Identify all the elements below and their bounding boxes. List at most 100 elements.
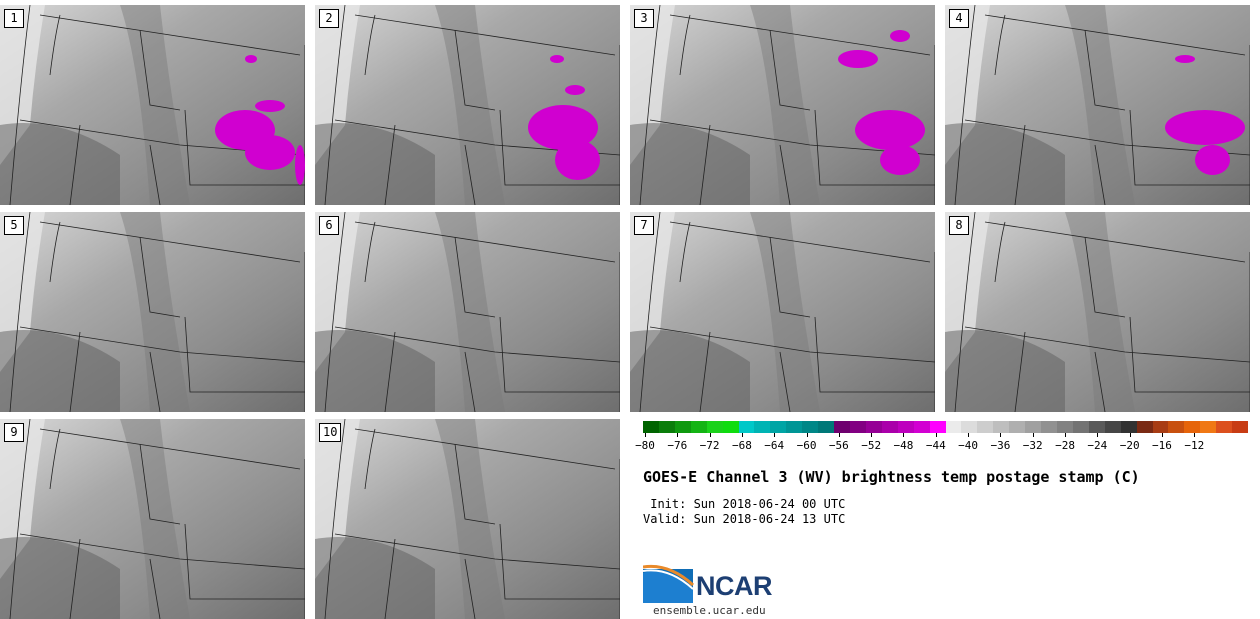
map-panel-9: 9: [0, 419, 305, 619]
colorbar-tick-label: −60: [796, 439, 817, 452]
panel-number-label: 5: [4, 216, 24, 235]
colorbar-tick-label: −56: [828, 439, 849, 452]
colorbar-tick-mark: [1194, 433, 1196, 437]
colorbar-swatch: [754, 421, 771, 433]
figure-title: GOES-E Channel 3 (WV) brightness temp po…: [643, 468, 1140, 486]
colorbar-tick-label: −44: [925, 439, 946, 452]
colorbar-swatch: [1104, 421, 1121, 433]
colorbar-tick-mark: [1161, 433, 1163, 437]
colorbar-tick-label: −28: [1055, 439, 1075, 452]
init-valid-info: Init: Sun 2018-06-24 00 UTC Valid: Sun 2…: [643, 497, 845, 527]
colorbar-tick-mark: [871, 433, 873, 437]
init-time: Init: Sun 2018-06-24 00 UTC: [643, 497, 846, 511]
colorbar-swatch: [690, 421, 707, 433]
ncar-logo-text: NCAR: [696, 571, 773, 601]
map-panel-1: 1: [0, 5, 305, 205]
colorbar-tick-label: −36: [990, 439, 1011, 452]
colorbar-tick-mark: [1129, 433, 1131, 437]
map-panel-7: 7: [630, 212, 935, 412]
colorbar-swatch: [1041, 421, 1057, 433]
water-vapor-map: [630, 5, 935, 205]
colorbar-tick-labels: −80 −76 −72 −68 −64 −60 −56 −52 −48 −44 −40 −36 −32−…: [635, 433, 1248, 454]
water-vapor-map: [315, 419, 620, 619]
colorbar-tick-label: −52: [861, 439, 882, 452]
colorbar-swatch: [977, 421, 994, 433]
colorbar-tick-mark: [1097, 433, 1099, 437]
colorbar-tick-label: −76: [667, 439, 688, 452]
colorbar-tick-mark: [774, 433, 776, 437]
colorbar-swatch: [929, 421, 946, 433]
colorbar-swatch: [913, 421, 930, 433]
valid-time: Valid: Sun 2018-06-24 13 UTC: [643, 512, 846, 526]
colorbar-tick-mark: [1000, 433, 1002, 437]
colorbar-swatch: [849, 421, 866, 433]
colorbar-tick-mark: [968, 433, 970, 437]
water-vapor-map: [315, 212, 620, 412]
panel-number-label: 2: [319, 9, 339, 28]
colorbar: [643, 421, 1249, 433]
colorbar-swatch: [1088, 421, 1105, 433]
panel-number-label: 7: [634, 216, 654, 235]
colorbar-swatch: [1025, 421, 1042, 433]
colorbar-swatch: [881, 421, 898, 433]
colorbar-tick-mark: [935, 433, 937, 437]
colorbar-swatch: [865, 421, 882, 433]
colorbar-tick-label: −12: [1184, 439, 1205, 452]
panel-number-label: 1: [4, 9, 24, 28]
colorbar-tick-label: −32: [1022, 439, 1043, 452]
colorbar-swatch: [818, 421, 835, 433]
colorbar-tick-mark: [741, 433, 743, 437]
colorbar-swatch: [1200, 421, 1217, 433]
colorbar-tick-mark: [677, 433, 679, 437]
colorbar-tick-mark: [1032, 433, 1034, 437]
colorbar-tick-label: −16: [1152, 439, 1172, 452]
colorbar-swatch: [1232, 421, 1249, 433]
colorbar-tick-label: −40: [958, 439, 979, 452]
colorbar-tick-label: −80: [635, 439, 655, 452]
colorbar-swatch: [834, 421, 850, 433]
colorbar-swatch: [770, 421, 787, 433]
panel-number-label: 3: [634, 9, 654, 28]
colorbar-swatch: [1120, 421, 1137, 433]
map-panel-10: 10: [315, 419, 620, 619]
colorbar-swatch: [643, 421, 659, 433]
map-panel-6: 6: [315, 212, 620, 412]
panel-number-label: 4: [949, 9, 969, 28]
colorbar-tick-label: −48: [893, 439, 914, 452]
water-vapor-map: [315, 5, 620, 205]
colorbar-swatch: [722, 421, 739, 433]
panel-number-label: 6: [319, 216, 339, 235]
water-vapor-map: [0, 419, 305, 619]
colorbar-swatch: [706, 421, 723, 433]
colorbar-tick-label: −68: [731, 439, 752, 452]
map-panel-3: 3: [630, 5, 935, 205]
colorbar-swatch: [1152, 421, 1169, 433]
map-panel-2: 2: [315, 5, 620, 205]
colorbar-tick-mark: [838, 433, 840, 437]
colorbar-tick-label: −24: [1087, 439, 1108, 452]
panel-number-label: 10: [319, 423, 342, 442]
colorbar-tick-mark: [645, 433, 646, 437]
colorbar-swatch: [674, 421, 691, 433]
colorbar-tick-mark: [806, 433, 808, 437]
ncar-logo-icon: [643, 564, 695, 603]
colorbar-swatch: [1056, 421, 1073, 433]
colorbar-tick-mark: [903, 433, 905, 437]
colorbar-swatch: [1184, 421, 1201, 433]
map-panel-5: 5: [0, 212, 305, 412]
colorbar-swatch: [1072, 421, 1089, 433]
colorbar-swatch: [802, 421, 819, 433]
colorbar-swatch: [993, 421, 1010, 433]
colorbar-swatch: [945, 421, 962, 433]
water-vapor-map: [630, 212, 935, 412]
colorbar-swatch: [1168, 421, 1185, 433]
water-vapor-map: [945, 5, 1250, 205]
water-vapor-map: [0, 5, 305, 205]
map-panel-8: 8: [945, 212, 1250, 412]
colorbar-tick-mark: [709, 433, 711, 437]
water-vapor-map: [0, 212, 305, 412]
ensemble-url: ensemble.ucar.edu: [653, 604, 766, 617]
colorbar-tick-mark: [1065, 433, 1067, 437]
colorbar-swatch: [738, 421, 755, 433]
colorbar-swatch: [1216, 421, 1233, 433]
